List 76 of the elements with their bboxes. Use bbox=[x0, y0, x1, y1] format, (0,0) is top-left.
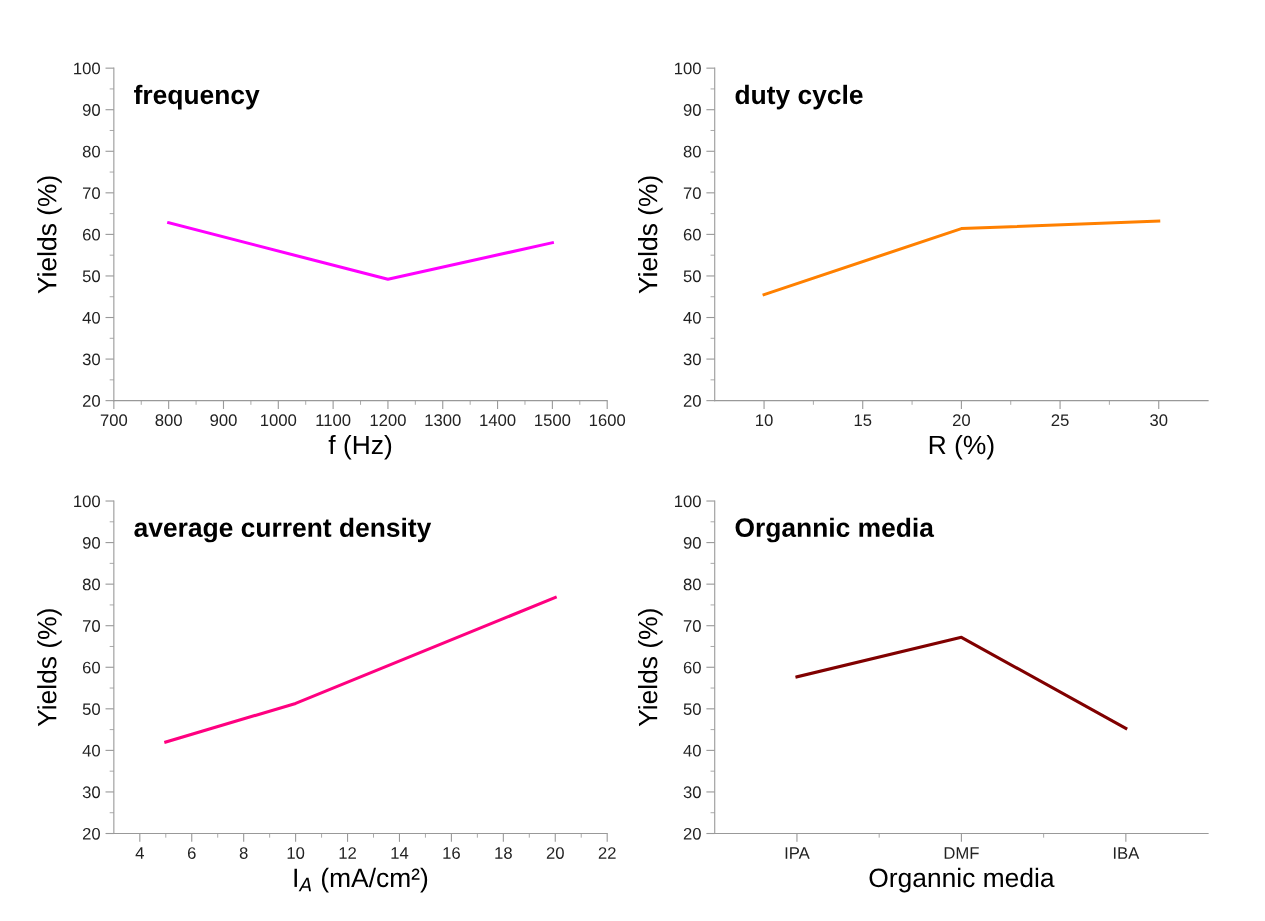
y-tick-label: 60 bbox=[683, 661, 701, 674]
y-tick-label: 100 bbox=[74, 495, 101, 508]
x-axis-title: I$_{A}$ (mA/cm²) bbox=[294, 867, 428, 893]
y-tick-label: 50 bbox=[683, 270, 701, 283]
x-tick-label: 25 bbox=[1051, 414, 1069, 427]
x-tick-label: 8 bbox=[239, 847, 248, 859]
text: average current density bbox=[134, 517, 432, 543]
y-tick-label: 30 bbox=[683, 786, 701, 799]
x-tick-label: 16 bbox=[443, 847, 460, 859]
y-tick-label: 70 bbox=[683, 187, 701, 200]
y-tick-label: 20 bbox=[683, 395, 701, 407]
y-tick-label: 80 bbox=[683, 578, 701, 591]
x-axis-title: Organnic media bbox=[869, 867, 1055, 893]
y-tick-label: 40 bbox=[683, 744, 701, 757]
x-tick-label: 1000 bbox=[261, 414, 297, 427]
x-tick-label: 1100 bbox=[316, 414, 351, 427]
y-tick-label: 70 bbox=[82, 620, 101, 632]
x-tick-label: 1200 bbox=[370, 414, 406, 427]
y-tick-label: 20 bbox=[82, 827, 101, 840]
x-tick-label: 700 bbox=[100, 414, 128, 427]
y-tick-label: 90 bbox=[683, 104, 701, 116]
y-axis-title: Yields (%) bbox=[37, 609, 62, 727]
y-tick-label: 80 bbox=[82, 145, 101, 158]
y-tick-label: 100 bbox=[675, 62, 701, 75]
y-tick-label: 90 bbox=[683, 536, 701, 549]
x-tick-label: IBA bbox=[1113, 847, 1140, 859]
x-tick-label: 22 bbox=[598, 847, 616, 859]
x-tick-label: 800 bbox=[155, 414, 182, 427]
x-tick-label: IPA bbox=[785, 847, 810, 859]
y-tick-label: 40 bbox=[82, 311, 101, 324]
y-tick-label: 50 bbox=[683, 703, 701, 716]
y-tick-label: 100 bbox=[675, 495, 701, 508]
y-tick-label: 60 bbox=[683, 228, 701, 241]
x-tick-label: 1500 bbox=[535, 414, 571, 427]
y-axis-title: Yields (%) bbox=[638, 176, 663, 294]
text: Organnic media bbox=[735, 517, 935, 543]
y-tick-label: 50 bbox=[82, 703, 101, 716]
x-tick-label: 15 bbox=[854, 414, 872, 427]
y-tick-label: 90 bbox=[82, 536, 101, 549]
x-axis-title: f (Hz) bbox=[328, 434, 392, 460]
y-tick-label: 20 bbox=[683, 827, 701, 840]
x-tick-label: 1600 bbox=[589, 414, 626, 427]
y-tick-label: 60 bbox=[82, 228, 101, 241]
y-tick-label: 70 bbox=[683, 620, 701, 632]
y-tick-label: 40 bbox=[82, 744, 101, 757]
x-tick-label: 6 bbox=[187, 847, 196, 859]
x-tick-label: 1400 bbox=[480, 414, 516, 427]
y-tick-label: 60 bbox=[82, 661, 101, 674]
y-tick-label: 80 bbox=[82, 578, 101, 591]
y-tick-label: 30 bbox=[82, 353, 101, 366]
y-tick-label: 80 bbox=[683, 145, 701, 158]
x-tick-label: 10 bbox=[756, 414, 773, 427]
x-tick-label: 12 bbox=[339, 847, 356, 859]
x-tick-label: 20 bbox=[952, 414, 971, 427]
x-tick-label: 30 bbox=[1150, 414, 1168, 427]
x-axis-title: R (%) bbox=[929, 434, 994, 460]
text: duty cycle bbox=[735, 84, 863, 110]
x-tick-label: 14 bbox=[391, 847, 409, 859]
y-tick-label: 30 bbox=[683, 353, 701, 366]
x-tick-label: 20 bbox=[546, 847, 564, 859]
x-tick-label: DMF bbox=[944, 847, 979, 859]
y-tick-label: 100 bbox=[74, 62, 101, 75]
x-tick-label: 1300 bbox=[425, 414, 461, 427]
y-tick-label: 50 bbox=[82, 270, 101, 283]
x-tick-label: 4 bbox=[135, 847, 144, 859]
y-tick-label: 20 bbox=[82, 395, 101, 407]
y-axis-title: Yields (%) bbox=[638, 609, 663, 727]
y-axis-title: Yields (%) bbox=[37, 176, 62, 294]
y-tick-label: 40 bbox=[683, 311, 701, 324]
x-tick-label: 18 bbox=[495, 847, 512, 859]
y-tick-label: 70 bbox=[82, 187, 101, 200]
y-tick-label: 30 bbox=[82, 786, 101, 799]
text: frequency bbox=[134, 84, 260, 110]
x-tick-label: 10 bbox=[287, 847, 305, 859]
x-tick-label: 900 bbox=[210, 414, 237, 427]
y-tick-label: 90 bbox=[82, 104, 101, 116]
